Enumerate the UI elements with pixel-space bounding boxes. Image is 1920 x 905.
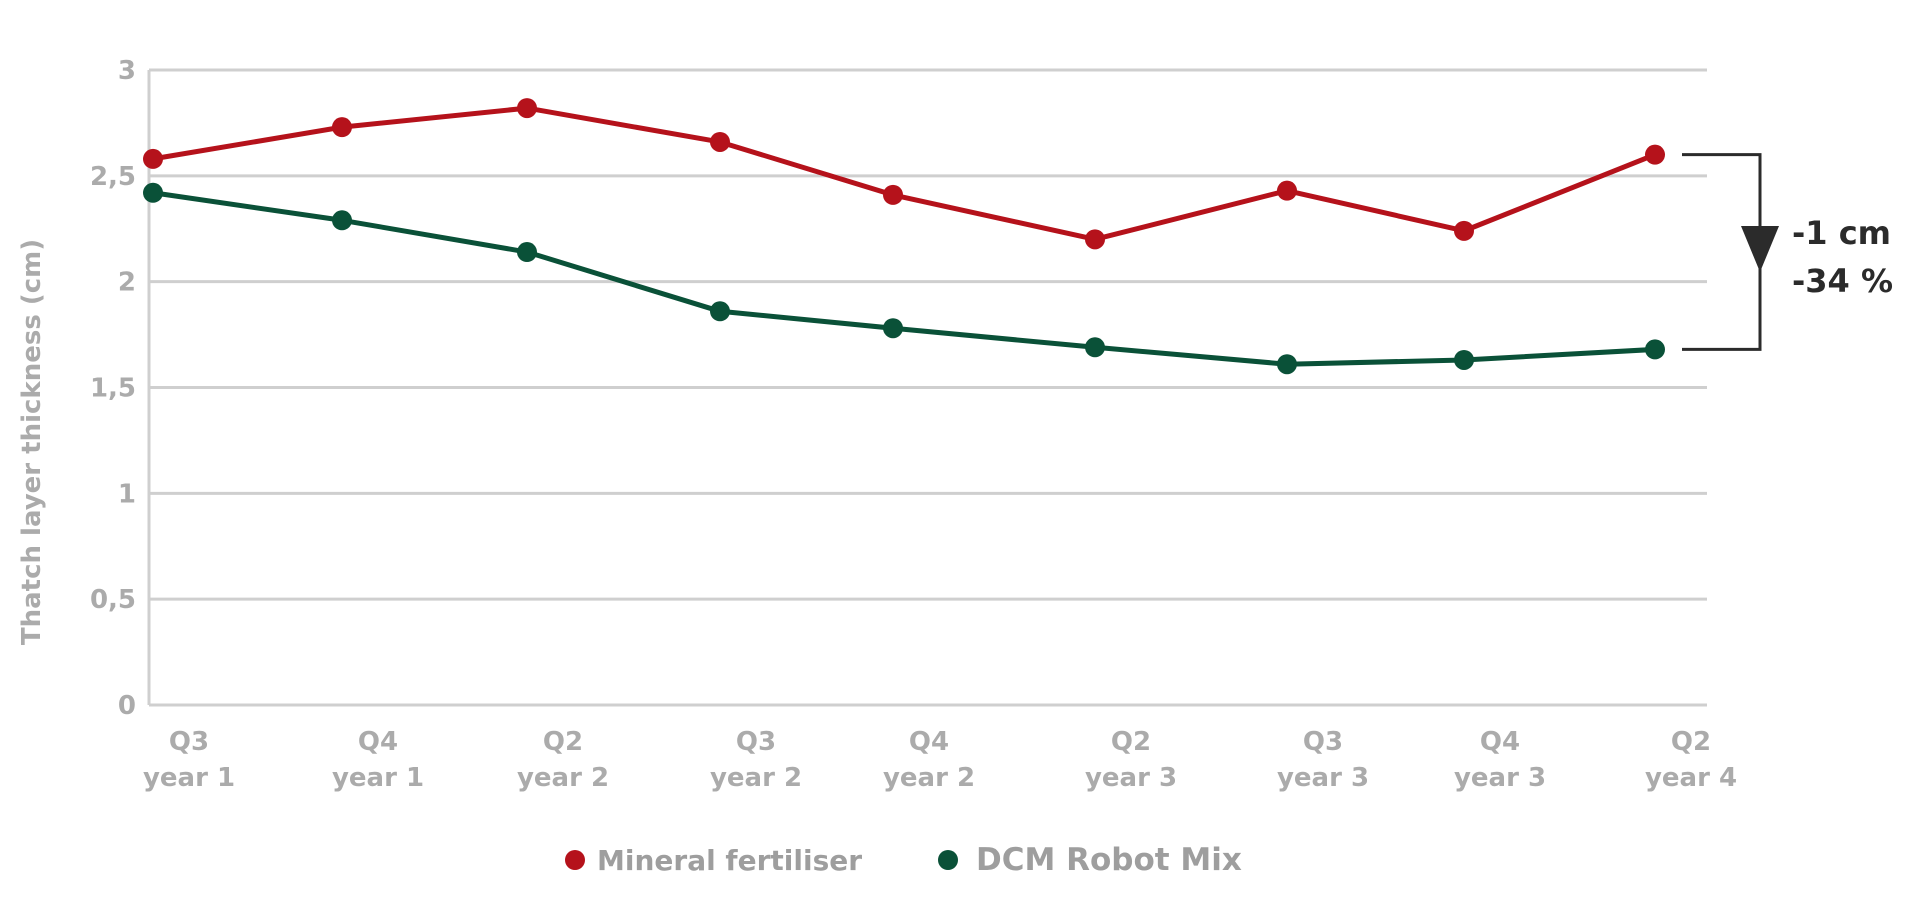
x-tick-year: year 2 bbox=[517, 763, 609, 793]
data-point bbox=[883, 318, 903, 339]
x-tick-label: Q3 year 2 bbox=[710, 727, 802, 793]
x-tick-label: Q4 year 3 bbox=[1454, 727, 1546, 793]
x-tick-quarter: Q3 bbox=[736, 727, 776, 757]
data-point bbox=[710, 301, 730, 322]
data-point bbox=[332, 117, 352, 138]
x-tick-quarter: Q4 bbox=[358, 727, 398, 757]
x-tick-label: Q2 year 4 bbox=[1645, 727, 1737, 793]
data-point bbox=[1277, 180, 1297, 201]
y-tick-label: 0,5 bbox=[90, 585, 136, 615]
arrow-down-icon bbox=[1741, 226, 1779, 273]
y-tick-label: 0 bbox=[118, 691, 136, 721]
series-line bbox=[152, 105, 1656, 242]
legend-marker bbox=[938, 850, 958, 870]
difference-annotation: -1 cm -34 % bbox=[1682, 153, 1893, 351]
series-mineral-fertiliser bbox=[143, 98, 1665, 250]
x-tick-quarter: Q4 bbox=[1480, 727, 1520, 757]
x-tick-year: year 4 bbox=[1645, 763, 1737, 793]
data-point bbox=[517, 98, 537, 119]
legend-item: DCM Robot Mix bbox=[938, 842, 1242, 878]
x-tick-quarter: Q2 bbox=[543, 727, 583, 757]
data-point bbox=[1645, 339, 1665, 360]
x-tick-label: Q3 year 1 bbox=[143, 727, 235, 793]
x-tick-year: year 3 bbox=[1085, 763, 1177, 793]
data-point bbox=[143, 182, 163, 203]
data-point bbox=[883, 184, 903, 205]
annotation-bracket bbox=[1682, 153, 1762, 351]
data-point bbox=[1277, 354, 1297, 375]
data-point bbox=[143, 148, 163, 169]
annotation-percent: -34 % bbox=[1792, 262, 1893, 300]
x-tick-year: year 3 bbox=[1277, 763, 1369, 793]
y-tick-label: 3 bbox=[118, 56, 136, 86]
y-tick-label: 1,5 bbox=[90, 374, 136, 404]
x-tick-label: Q4 year 1 bbox=[332, 727, 424, 793]
series-lines bbox=[143, 98, 1665, 375]
y-tick-label: 2 bbox=[118, 268, 136, 298]
x-tick-year: year 2 bbox=[883, 763, 975, 793]
y-axis-label: Thatch layer thickness (cm) bbox=[17, 239, 47, 645]
x-tick-label: Q4 year 2 bbox=[883, 727, 975, 793]
x-tick-label: Q2 year 3 bbox=[1085, 727, 1177, 793]
x-tick-year: year 2 bbox=[710, 763, 802, 793]
annotation-cm: -1 cm bbox=[1792, 214, 1891, 252]
data-point bbox=[1085, 337, 1105, 358]
x-tick-label: Q3 year 3 bbox=[1277, 727, 1369, 793]
data-point bbox=[1085, 229, 1105, 250]
y-axis-ticks: 0 0,5 1 1,5 2 2,5 3 bbox=[90, 56, 136, 721]
x-tick-quarter: Q4 bbox=[909, 727, 949, 757]
x-tick-year: year 1 bbox=[143, 763, 235, 793]
data-point bbox=[1454, 349, 1474, 370]
x-tick-quarter: Q3 bbox=[169, 727, 209, 757]
grid-lines bbox=[147, 68, 1707, 707]
x-tick-quarter: Q2 bbox=[1671, 727, 1711, 757]
x-tick-quarter: Q3 bbox=[1303, 727, 1343, 757]
x-tick-year: year 3 bbox=[1454, 763, 1546, 793]
x-tick-year: year 1 bbox=[332, 763, 424, 793]
y-tick-label: 2,5 bbox=[90, 162, 136, 192]
legend-label: Mineral fertiliser bbox=[597, 844, 862, 877]
legend-marker bbox=[565, 850, 585, 870]
legend-item: Mineral fertiliser bbox=[565, 844, 862, 877]
series-dcm-robot-mix bbox=[143, 182, 1665, 375]
data-point bbox=[1645, 144, 1665, 165]
y-tick-label: 1 bbox=[118, 479, 136, 509]
data-point bbox=[710, 131, 730, 152]
x-axis-ticks: Q3 year 1 Q4 year 1 Q2 year 2 Q3 year 2 Q4 year 2… bbox=[143, 727, 1737, 793]
x-tick-quarter: Q2 bbox=[1111, 727, 1151, 757]
legend-label: DCM Robot Mix bbox=[976, 842, 1242, 878]
data-point bbox=[517, 242, 537, 263]
series-line bbox=[152, 190, 1656, 367]
data-point bbox=[332, 210, 352, 231]
legend: Mineral fertiliser DCM Robot Mix bbox=[565, 842, 1242, 878]
data-point bbox=[1454, 220, 1474, 241]
x-tick-label: Q2 year 2 bbox=[517, 727, 609, 793]
